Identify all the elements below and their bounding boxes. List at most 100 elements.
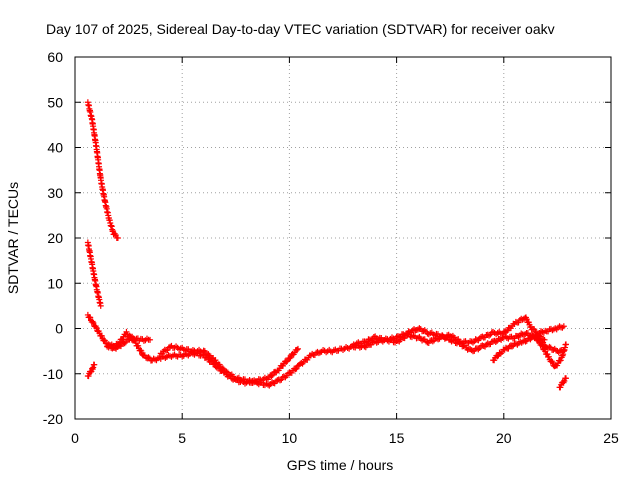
data-point [293, 365, 300, 372]
data-point [277, 377, 284, 384]
data-point [219, 365, 226, 372]
data-point [486, 332, 493, 339]
data-point [135, 342, 142, 349]
data-point [279, 362, 286, 369]
data-point [523, 316, 530, 323]
y-tick-label: 40 [47, 140, 63, 156]
data-point [130, 336, 137, 343]
data-point [512, 318, 519, 325]
data-point [97, 302, 104, 309]
data-point [475, 346, 482, 353]
data-point [85, 373, 92, 380]
data-point [448, 338, 455, 345]
data-point [550, 346, 557, 353]
series-trace-c [157, 314, 567, 389]
data-point [546, 343, 553, 350]
data-point [522, 331, 529, 338]
series-trace-f [532, 334, 569, 370]
data-point [309, 350, 316, 357]
series-trace-b [104, 328, 301, 387]
data-point [518, 330, 525, 337]
x-tick-label: 5 [178, 430, 186, 446]
grid [75, 57, 611, 419]
data-point [361, 343, 368, 350]
data-points [84, 99, 569, 391]
data-point [539, 342, 546, 349]
x-axis-label: GPS time / hours [287, 457, 394, 473]
data-point [145, 354, 152, 361]
data-point [101, 337, 108, 344]
data-point [121, 340, 128, 347]
data-point [472, 336, 479, 343]
data-point [479, 342, 486, 349]
data-point [531, 326, 538, 333]
y-axis-label: SDTVAR / TECUs [5, 182, 21, 294]
data-point [362, 339, 369, 346]
x-tick-label: 10 [282, 430, 298, 446]
series-seg-low-end [556, 375, 569, 391]
data-point [137, 347, 144, 354]
data-point [484, 340, 491, 347]
data-point [560, 323, 567, 330]
data-point [545, 353, 552, 360]
data-point [535, 337, 542, 344]
series-seg-low-start [84, 361, 98, 380]
data-point [494, 353, 501, 360]
data-point [122, 339, 129, 346]
data-point [287, 354, 294, 361]
data-point [91, 361, 98, 368]
data-point [479, 333, 486, 340]
data-point [98, 332, 105, 339]
series-seg-mid [84, 239, 104, 309]
data-point [216, 361, 223, 368]
data-point [522, 338, 529, 345]
x-tick-label: 0 [71, 430, 79, 446]
data-point [286, 355, 293, 362]
y-tick-label: 50 [47, 94, 63, 110]
data-point [114, 235, 121, 241]
data-point [536, 332, 543, 339]
data-point [514, 333, 521, 340]
y-tick-label: 60 [47, 49, 63, 65]
data-point [492, 338, 499, 345]
data-point [541, 336, 548, 343]
data-point [415, 334, 422, 341]
data-point [420, 328, 427, 335]
data-point [227, 372, 234, 379]
y-tick-label: 30 [47, 185, 63, 201]
data-point [126, 332, 133, 339]
data-point [416, 325, 423, 332]
data-point [394, 332, 401, 339]
data-point [89, 318, 96, 325]
axis-ticks: 0 5 10 15 20 25 -20 -10 0 10 20 30 40 50 60 [43, 49, 619, 446]
data-point [116, 339, 123, 346]
data-point [293, 346, 300, 353]
data-point [278, 376, 285, 383]
data-point [268, 379, 275, 386]
data-point [269, 372, 276, 379]
data-point [562, 341, 569, 348]
data-point [167, 343, 174, 350]
x-tick-label: 15 [389, 430, 405, 446]
data-point [441, 335, 448, 342]
data-point [164, 347, 171, 354]
data-point [366, 336, 373, 343]
data-point [138, 347, 145, 354]
data-point [93, 324, 100, 331]
data-point [557, 384, 564, 391]
x-tick-label: 20 [496, 430, 512, 446]
y-tick-label: -20 [43, 411, 63, 427]
data-point [405, 328, 412, 335]
data-point [283, 358, 290, 365]
data-point [548, 358, 555, 365]
data-point [419, 337, 426, 344]
data-point [496, 336, 503, 343]
y-tick-label: -10 [43, 366, 63, 382]
data-point [127, 333, 134, 340]
data-point [264, 376, 271, 383]
data-point [87, 314, 94, 321]
data-point [538, 341, 545, 348]
data-point [562, 375, 569, 382]
data-point [549, 359, 556, 366]
